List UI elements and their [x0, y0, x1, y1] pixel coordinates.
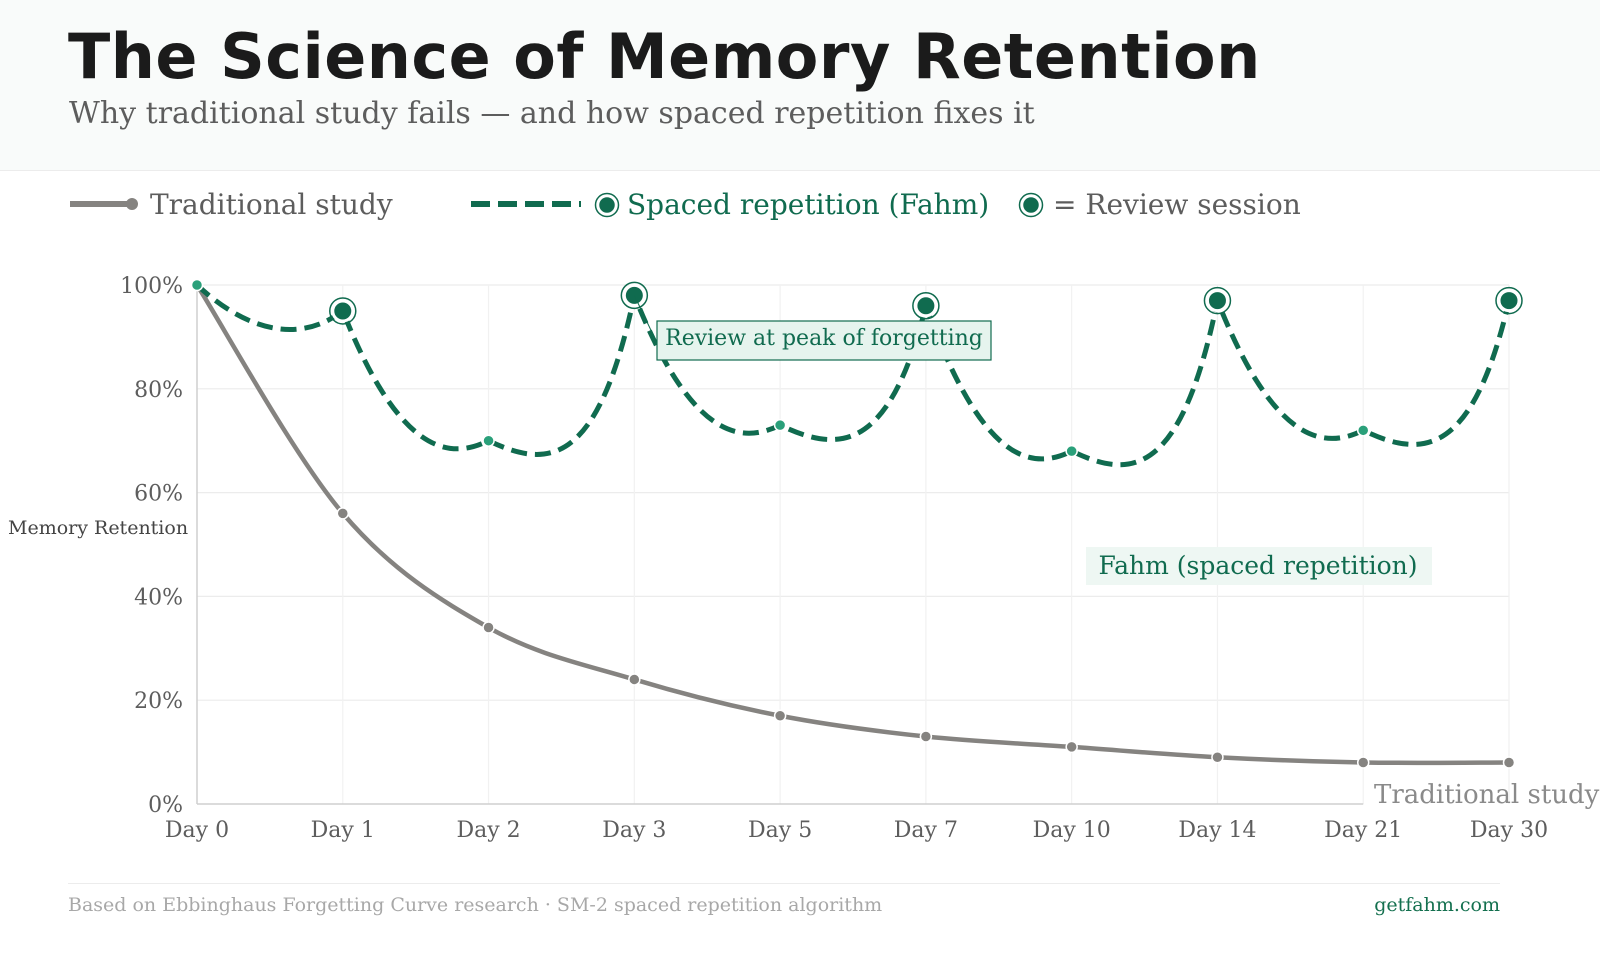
review-session-ring [620, 281, 649, 310]
point-spaced [773, 418, 787, 432]
series-label-bg-spaced [1086, 547, 1432, 585]
review-session-marker [1497, 289, 1521, 313]
point-spaced [1356, 424, 1370, 437]
series-label-spaced: Fahm (spaced repetition) [1098, 551, 1417, 580]
annotation-box [656, 320, 992, 361]
legend-marker-review-ring [1018, 192, 1044, 218]
x-tick-label: Day 14 [1178, 818, 1256, 843]
point-traditional [1065, 740, 1078, 754]
legend-label-traditional: Traditional study [150, 188, 393, 221]
x-tick-label: Day 21 [1324, 818, 1402, 843]
x-tick-label: Day 2 [456, 818, 520, 843]
footer-divider [68, 883, 1500, 884]
x-tick-label: Day 1 [311, 818, 375, 843]
x-tick-label: Day 7 [894, 818, 958, 843]
review-session-marker [1205, 289, 1229, 313]
line-traditional [195, 283, 1510, 766]
y-tick-label: 0% [148, 793, 183, 818]
legend-marker-traditional [126, 198, 138, 210]
y-tick-label: 60% [134, 482, 183, 507]
x-tick-label: Day 10 [1033, 818, 1111, 843]
point-spaced [482, 434, 495, 447]
review-session-ring [1203, 286, 1232, 315]
line-spaced [195, 283, 1512, 468]
point-traditional [1356, 756, 1370, 769]
review-session-marker [914, 294, 938, 318]
point-traditional [919, 730, 933, 743]
y-tick-label: 40% [134, 585, 183, 610]
page-subtitle: Why traditional study fails — and how sp… [69, 96, 1035, 131]
point-traditional [336, 507, 350, 520]
point-traditional [628, 673, 641, 686]
point-traditional [1211, 751, 1224, 764]
review-session-ring [1495, 286, 1523, 315]
y-tick-label: 80% [134, 378, 183, 403]
legend-marker-spaced [596, 194, 618, 216]
point-traditional [773, 709, 787, 723]
x-tick-label: Day 5 [748, 818, 812, 843]
x-tick-label: Day 0 [165, 818, 229, 843]
legend-label-spaced: Spaced repetition (Fahm) [627, 188, 989, 221]
y-tick-label: 20% [134, 689, 183, 714]
y-tick-label: 100% [120, 274, 183, 299]
annotation-review-peak: Review at peak of forgetting [665, 326, 983, 351]
annotation-pointer [633, 295, 659, 346]
brand-link[interactable]: getfahm.com [1374, 894, 1500, 916]
point-traditional [1502, 756, 1516, 769]
review-session-ring [912, 292, 940, 320]
review-session-marker [331, 299, 355, 323]
point-traditional [482, 621, 495, 634]
x-tick-label: Day 3 [602, 818, 666, 843]
legend-label-review: = Review session [1053, 188, 1301, 221]
y-axis-label: Memory Retention [8, 517, 188, 539]
point-spaced [190, 278, 204, 292]
x-tick-label: Day 30 [1470, 818, 1548, 843]
point-spaced [1065, 444, 1078, 458]
source-note: Based on Ebbinghaus Forgetting Curve res… [68, 894, 883, 916]
series-label-traditional: Traditional study [1374, 780, 1600, 810]
legend-marker-spaced-ring [594, 192, 620, 218]
page-title: The Science of Memory Retention [68, 20, 1261, 93]
review-session-ring [329, 297, 357, 325]
legend-marker-review [1020, 194, 1042, 216]
header: The Science of Memory Retention Why trad… [0, 0, 1600, 171]
